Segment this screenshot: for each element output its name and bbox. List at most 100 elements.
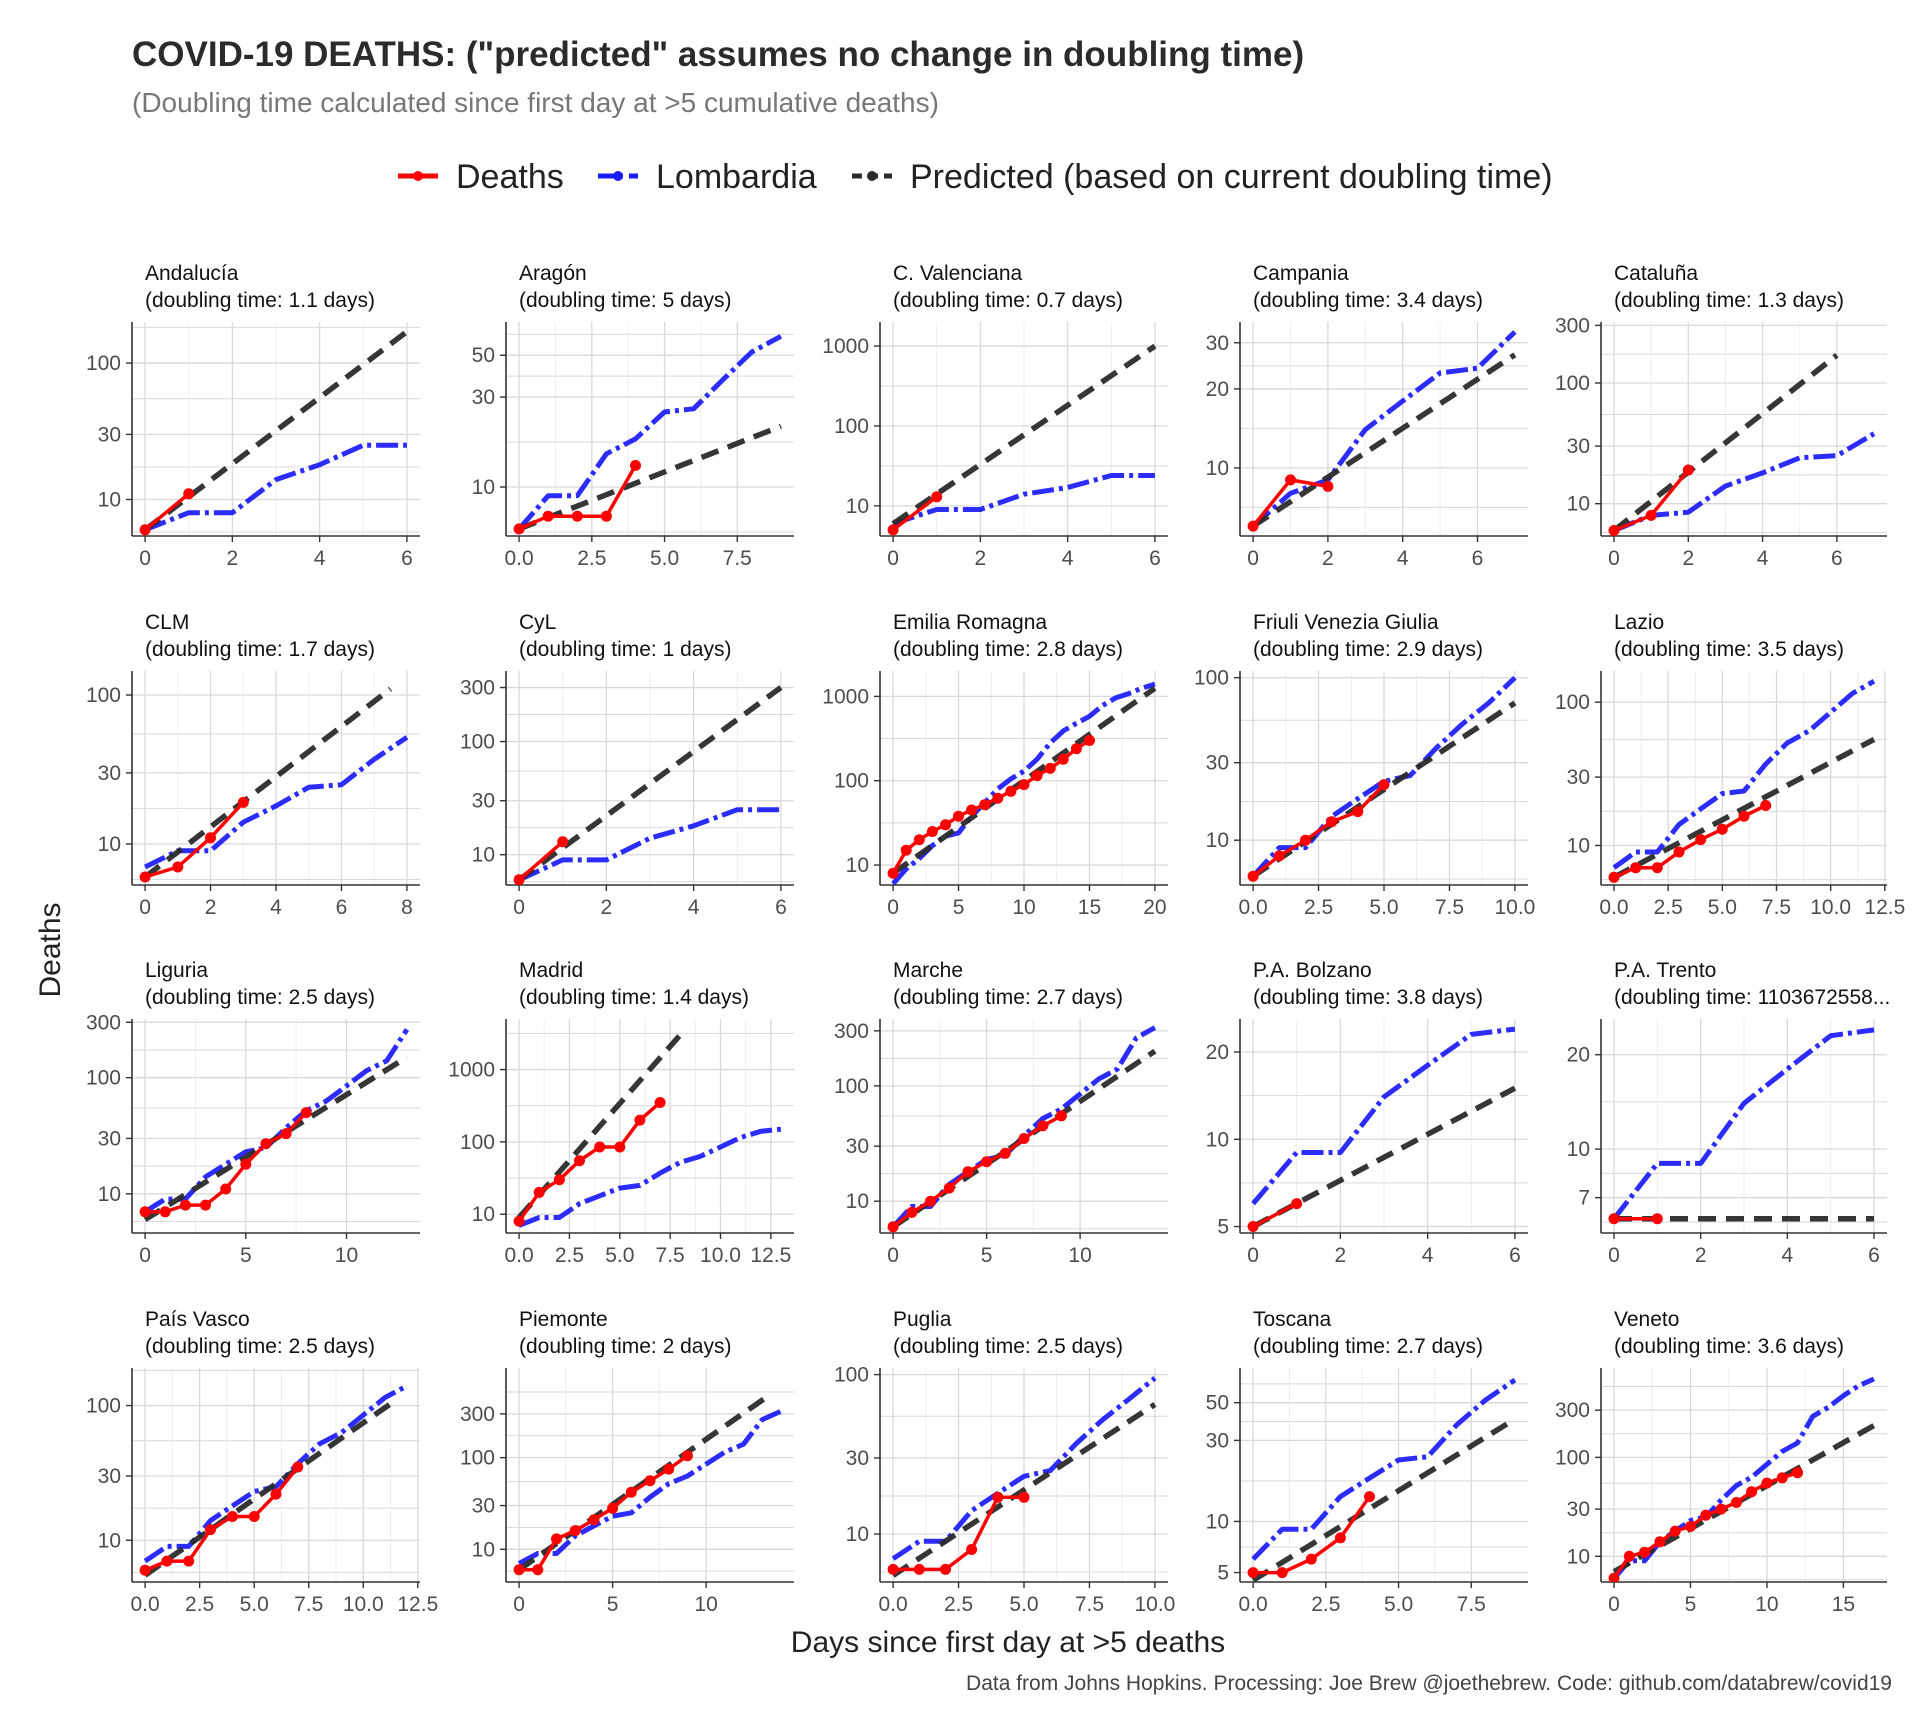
x-tick-label: 0.0 <box>504 1244 533 1267</box>
predicted-line <box>143 686 393 880</box>
deaths-point <box>513 1564 525 1576</box>
x-tick-label: 0.0 <box>1599 896 1628 919</box>
deaths-point <box>926 826 938 837</box>
panel-subtitle: (doubling time: 2.5 days) <box>893 1335 1123 1358</box>
x-tick-label: 6 <box>1472 547 1484 570</box>
panel-title: Marche <box>893 959 963 982</box>
deaths-point <box>260 1138 272 1150</box>
deaths-point <box>943 1182 955 1194</box>
deaths-point <box>139 871 151 883</box>
y-tick-label: 300 <box>834 1020 869 1043</box>
deaths-point <box>1305 1553 1317 1565</box>
x-tick-label: 2 <box>1322 547 1334 570</box>
deaths-point <box>925 1195 936 1207</box>
deaths-point <box>614 1141 626 1153</box>
predicted-line <box>1251 1085 1517 1229</box>
deaths-point <box>1070 743 1082 755</box>
panel-grid <box>880 671 1168 885</box>
deaths-point <box>1730 1497 1742 1508</box>
y-tick-label: 10 <box>846 495 869 518</box>
panel-title: País Vasco <box>145 1308 250 1331</box>
y-tick-label: 100 <box>834 1364 869 1387</box>
predicted-line <box>1251 352 1517 529</box>
x-tick-label: 0.0 <box>130 1593 159 1616</box>
x-tick-label: 12.5 <box>1864 896 1905 919</box>
y-tick-label: 20 <box>1567 1044 1590 1067</box>
panel-series <box>139 329 409 536</box>
lombardia-line <box>1251 330 1517 528</box>
y-tick-label: 30 <box>472 1495 495 1518</box>
y-tick-label: 30 <box>472 386 495 409</box>
deaths-point <box>953 810 964 822</box>
predicted-line <box>1251 1416 1517 1582</box>
x-tick-label: 7.5 <box>1762 896 1791 919</box>
panel-grid <box>1601 671 1887 885</box>
y-tick-label: 10 <box>846 1190 869 1213</box>
predicted-line <box>1612 736 1876 880</box>
panel-subtitle: (doubling time: 2.8 days) <box>893 638 1123 661</box>
panel-subtitle: (doubling time: 3.5 days) <box>1614 638 1844 661</box>
deaths-point <box>1685 1521 1696 1532</box>
panel-series <box>887 1376 1157 1578</box>
x-tick-label: 15 <box>1078 896 1101 919</box>
predicted-line <box>891 1402 1157 1578</box>
x-tick-label: 6 <box>401 547 413 570</box>
y-tick-label: 10 <box>472 1203 495 1226</box>
x-tick-label: 4 <box>314 547 326 570</box>
deaths-point <box>551 1533 562 1545</box>
panel-title: Veneto <box>1614 1308 1679 1331</box>
deaths-point <box>600 510 612 522</box>
y-tick-label: 100 <box>86 1067 121 1090</box>
legend-item-2: Predicted (based on current doubling tim… <box>852 158 1553 196</box>
deaths-point <box>1276 1567 1288 1579</box>
deaths-point <box>1608 525 1620 536</box>
deaths-point <box>992 1491 1004 1503</box>
panel-series <box>1247 675 1517 882</box>
panel-subtitle: (doubling time: 1 days) <box>519 638 731 661</box>
lombardia-line <box>892 473 1155 526</box>
panels: Andalucía (doubling time: 1.1 days) 0 2 4 6 10… <box>86 262 1905 1616</box>
y-tick-label: 100 <box>86 684 121 707</box>
deaths-point <box>542 510 554 522</box>
panel-series <box>887 681 1157 885</box>
x-tick-label: 7.5 <box>723 547 752 570</box>
deaths-point <box>1716 823 1728 835</box>
x-tick-label: 6 <box>1149 547 1161 570</box>
y-tick-label: 1000 <box>448 1059 495 1082</box>
deaths-point <box>1291 1198 1303 1210</box>
panel-grid <box>1601 1019 1887 1233</box>
y-tick-label: 30 <box>1567 435 1590 458</box>
deaths-line <box>144 801 245 879</box>
x-tick-label: 2 <box>975 547 987 570</box>
deaths-point <box>300 1107 312 1119</box>
x-tick-label: 10.0 <box>343 1593 384 1616</box>
deaths-point <box>1651 1213 1663 1225</box>
panel-series <box>1608 1027 1875 1225</box>
x-tick-label: 0 <box>1247 547 1259 570</box>
deaths-point <box>1055 1110 1067 1122</box>
panel-title: Piemonte <box>519 1308 608 1331</box>
deaths-point <box>887 524 899 536</box>
deaths-point <box>1247 870 1259 882</box>
x-tick-label: 12.5 <box>397 1593 438 1616</box>
y-tick-label: 5 <box>1217 1216 1229 1239</box>
x-tick-label: 0 <box>513 1593 525 1616</box>
panel-subtitle: (doubling time: 0.7 days) <box>893 289 1123 312</box>
y-tick-label: 10 <box>472 844 495 867</box>
deaths-point <box>161 1555 173 1567</box>
y-tick-label: 100 <box>86 1395 121 1418</box>
deaths-point <box>1761 1477 1773 1489</box>
x-tick-label: 4 <box>1397 547 1409 570</box>
panel-series <box>1247 1377 1517 1582</box>
deaths-point <box>569 1525 581 1537</box>
x-tick-label: 2 <box>601 896 613 919</box>
deaths-point <box>1608 1572 1620 1582</box>
deaths-point <box>1669 1525 1681 1537</box>
deaths-point <box>663 1463 675 1475</box>
panel-4: Cataluña (doubling time: 1.3 days) 0 2 4 6 10 3… <box>1555 262 1887 570</box>
deaths-point <box>513 874 525 885</box>
panel-title: C. Valenciana <box>893 262 1023 285</box>
deaths-point <box>183 1555 195 1567</box>
y-tick-label: 300 <box>1555 1399 1590 1422</box>
